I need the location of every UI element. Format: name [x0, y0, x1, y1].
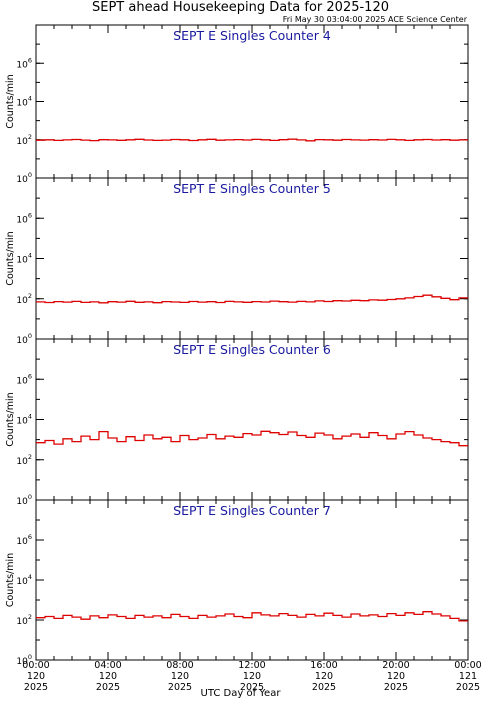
y-axis-label: Counts/min [5, 231, 16, 285]
y-tick-label: 102 [16, 133, 32, 147]
series-line [36, 611, 468, 622]
plot-frame [35, 177, 469, 340]
y-tick-label: 102 [16, 453, 32, 467]
x-tick-label: 2025 [168, 682, 192, 693]
series-line [36, 294, 468, 304]
x-tick-label: 00:00 [454, 660, 481, 671]
plot-frame [35, 499, 469, 661]
y-tick-label: 104 [16, 573, 32, 587]
timestamp: Fri May 30 03:04:00 2025 ACE Science Cen… [282, 15, 467, 24]
x-tick-label: 120 [27, 671, 45, 682]
y-tick-label: 106 [16, 372, 32, 386]
x-tick-label: 20:00 [382, 660, 409, 671]
plot-frame [35, 24, 469, 179]
y-tick-label: 104 [16, 413, 32, 427]
x-tick-label: 12:00 [238, 660, 265, 671]
page-title: SEPT ahead Housekeeping Data for 2025-12… [92, 0, 389, 15]
y-tick-label: 106 [16, 211, 32, 225]
series-line [36, 430, 468, 447]
y-tick-label: 102 [16, 613, 32, 627]
y-axis-label: Counts/min [5, 392, 16, 446]
x-tick-label: 120 [243, 671, 261, 682]
x-tick-label: 00:00 [22, 660, 49, 671]
y-axis-label: Counts/min [5, 74, 16, 128]
x-tick-label: 2025 [384, 682, 408, 693]
x-tick-label: 120 [171, 671, 189, 682]
x-tick-label: 2025 [96, 682, 120, 693]
y-tick-label: 100 [16, 171, 32, 185]
x-tick-label: 2025 [240, 682, 264, 693]
x-axis-label: UTC Day of Year [200, 688, 281, 699]
y-tick-label: 100 [16, 653, 32, 667]
x-tick-label: 2025 [24, 682, 48, 693]
x-tick-label: 04:00 [94, 660, 121, 671]
plot-frame [35, 338, 469, 501]
y-tick-label: 106 [16, 56, 32, 70]
panel-title: SEPT E Singles Counter 7 [173, 503, 331, 518]
x-tick-label: 120 [315, 671, 333, 682]
panel-title: SEPT E Singles Counter 4 [173, 28, 331, 43]
x-tick-label: 2025 [456, 682, 480, 693]
x-tick-label: 120 [387, 671, 405, 682]
y-tick-label: 104 [16, 252, 32, 266]
series-line [36, 138, 468, 142]
y-tick-label: 106 [16, 533, 32, 547]
x-tick-label: 120 [99, 671, 117, 682]
y-tick-label: 104 [16, 95, 32, 109]
y-tick-label: 102 [16, 292, 32, 306]
x-tick-label: 08:00 [166, 660, 193, 671]
x-tick-label: 121 [459, 671, 477, 682]
y-tick-label: 100 [16, 493, 32, 507]
y-axis-label: Counts/min [5, 553, 16, 607]
x-tick-label: 16:00 [310, 660, 337, 671]
panel-title: SEPT E Singles Counter 5 [173, 181, 331, 196]
y-tick-label: 100 [16, 332, 32, 346]
panel-title: SEPT E Singles Counter 6 [173, 342, 331, 357]
x-tick-label: 2025 [312, 682, 336, 693]
